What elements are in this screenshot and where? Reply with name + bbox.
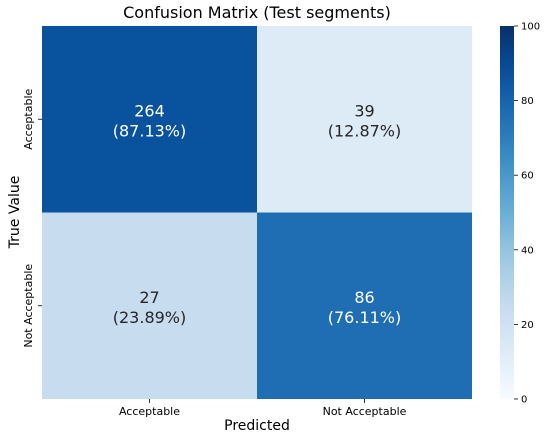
chart-title: Confusion Matrix (Test segments) bbox=[123, 3, 391, 22]
x-tick-labels: Acceptable Not Acceptable bbox=[119, 399, 407, 418]
x-tick-label: Not Acceptable bbox=[323, 405, 407, 418]
colorbar-tick-label: 20 bbox=[521, 320, 534, 331]
cell-percent-label: (76.11%) bbox=[328, 308, 402, 327]
cell-count-label: 264 bbox=[134, 101, 165, 120]
cell-percent-label: (87.13%) bbox=[113, 121, 187, 140]
colorbar-ticks: 0 20 40 60 80 100 bbox=[514, 22, 540, 406]
colorbar bbox=[500, 26, 514, 399]
colorbar-tick-label: 100 bbox=[521, 22, 540, 33]
colorbar-tick-label: 60 bbox=[521, 171, 534, 182]
heatmap-cell bbox=[257, 26, 472, 213]
colorbar-tick-label: 0 bbox=[521, 395, 527, 406]
colorbar-tick-label: 80 bbox=[521, 96, 534, 107]
y-tick-label: Not Acceptable bbox=[22, 264, 35, 348]
x-tick-label: Acceptable bbox=[119, 405, 180, 418]
cell-percent-label: (23.89%) bbox=[113, 308, 187, 327]
heatmap-cell bbox=[42, 212, 257, 399]
cell-count-label: 39 bbox=[354, 101, 374, 120]
y-tick-labels: Acceptable Not Acceptable bbox=[22, 89, 42, 348]
heatmap-cell bbox=[42, 26, 257, 213]
cell-count-label: 86 bbox=[354, 288, 374, 307]
y-tick-label: Acceptable bbox=[22, 89, 35, 150]
heatmap-cell-labels: 264(87.13%) 39(12.87%) 27(23.89%) 86(76.11%… bbox=[113, 101, 402, 327]
x-axis-label: Predicted bbox=[224, 418, 290, 434]
cell-count-label: 27 bbox=[139, 288, 159, 307]
heatmap-cells bbox=[42, 26, 472, 399]
heatmap-cell bbox=[257, 212, 472, 399]
y-axis-label: True Value bbox=[7, 176, 23, 250]
colorbar-tick-label: 40 bbox=[521, 245, 534, 256]
cell-percent-label: (12.87%) bbox=[328, 121, 402, 140]
